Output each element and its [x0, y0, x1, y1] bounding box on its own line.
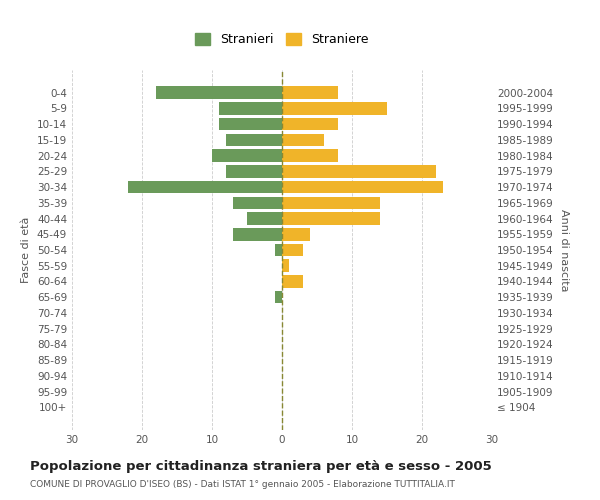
- Bar: [282, 86, 338, 99]
- Bar: [282, 150, 338, 162]
- Text: COMUNE DI PROVAGLIO D'ISEO (BS) - Dati ISTAT 1° gennaio 2005 - Elaborazione TUTT: COMUNE DI PROVAGLIO D'ISEO (BS) - Dati I…: [30, 480, 455, 489]
- Bar: [247, 212, 282, 225]
- Bar: [282, 134, 324, 146]
- Bar: [282, 260, 289, 272]
- Y-axis label: Fasce di età: Fasce di età: [22, 217, 31, 283]
- Y-axis label: Anni di nascita: Anni di nascita: [559, 209, 569, 291]
- Bar: [212, 150, 282, 162]
- Bar: [275, 244, 282, 256]
- Legend: Stranieri, Straniere: Stranieri, Straniere: [191, 30, 373, 50]
- Bar: [219, 118, 282, 130]
- Bar: [275, 291, 282, 304]
- Bar: [282, 228, 310, 240]
- Bar: [282, 212, 380, 225]
- Bar: [226, 165, 282, 177]
- Bar: [282, 244, 303, 256]
- Bar: [282, 181, 443, 194]
- Bar: [233, 228, 282, 240]
- Bar: [226, 134, 282, 146]
- Bar: [282, 196, 380, 209]
- Text: Popolazione per cittadinanza straniera per età e sesso - 2005: Popolazione per cittadinanza straniera p…: [30, 460, 492, 473]
- Bar: [282, 275, 303, 288]
- Bar: [282, 165, 436, 177]
- Bar: [128, 181, 282, 194]
- Bar: [282, 102, 387, 115]
- Bar: [282, 118, 338, 130]
- Bar: [156, 86, 282, 99]
- Bar: [233, 196, 282, 209]
- Bar: [219, 102, 282, 115]
